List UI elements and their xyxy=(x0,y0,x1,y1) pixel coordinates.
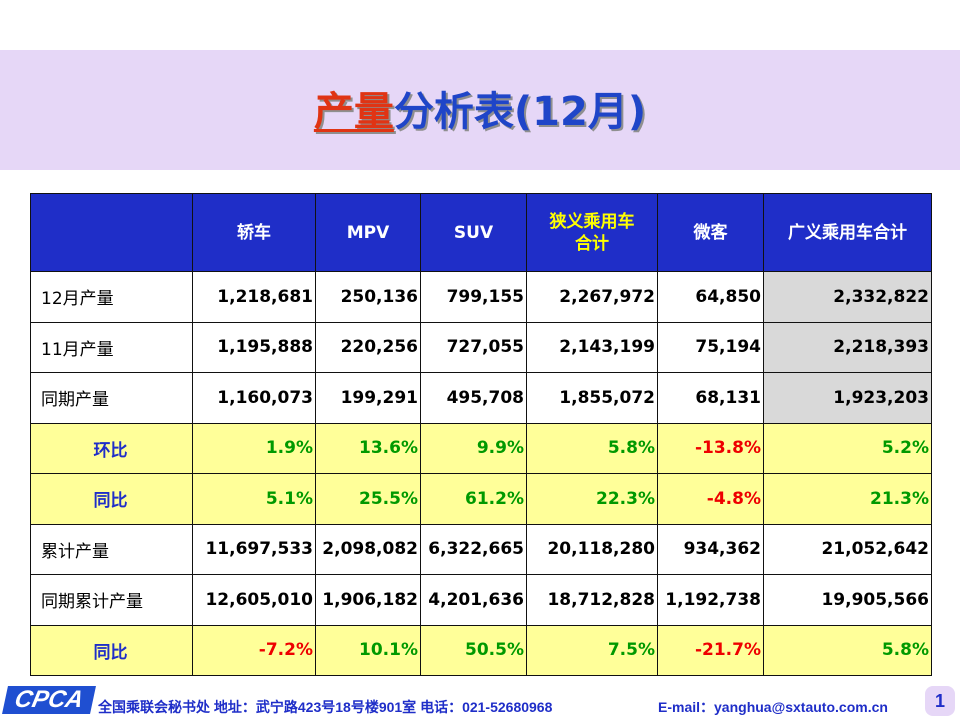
cell-suv: 61.2% xyxy=(420,473,527,525)
cell-suv: 4,201,636 xyxy=(420,574,527,626)
cell-minivan: 75,194 xyxy=(657,321,764,373)
footer-email: E-mail：yanghua@sxtauto.com.cn xyxy=(658,699,888,715)
row-label: 环比 xyxy=(30,422,193,474)
cell-narrow-total: 5.8% xyxy=(526,422,658,474)
production-table: 轿车 MPV SUV 狭义乘用车 合计 微客 广义乘用车合计 12月产量 1,21… xyxy=(30,193,932,676)
cpca-logo: CPCA xyxy=(2,686,96,714)
cell-narrow-total: 2,143,199 xyxy=(526,321,658,373)
table-row: 同比 -7.2% 10.1% 50.5% 7.5% -21.7% 5.8% xyxy=(30,624,932,676)
cell-suv: 727,055 xyxy=(420,321,527,373)
table-row: 累计产量 11,697,533 2,098,082 6,322,665 20,118,2… xyxy=(30,523,932,575)
cell-mpv: 220,256 xyxy=(315,321,421,373)
table-row: 同比 5.1% 25.5% 61.2% 22.3% -4.8% 21.3% xyxy=(30,473,932,525)
cell-narrow-total: 1,855,072 xyxy=(526,372,658,424)
header-row: 轿车 MPV SUV 狭义乘用车 合计 微客 广义乘用车合计 xyxy=(30,193,932,272)
cell-broad-total: 21,052,642 xyxy=(763,523,932,575)
cell-minivan: -21.7% xyxy=(657,624,764,676)
cell-mpv: 25.5% xyxy=(315,473,421,525)
row-label: 12月产量 xyxy=(30,271,193,323)
row-label: 同比 xyxy=(30,624,193,676)
cell-mpv: 1,906,182 xyxy=(315,574,421,626)
title-band xyxy=(0,50,960,170)
cell-minivan: 64,850 xyxy=(657,271,764,323)
header-cell-broad-total: 广义乘用车合计 xyxy=(763,193,932,272)
cell-minivan: -4.8% xyxy=(657,473,764,525)
cell-suv: 9.9% xyxy=(420,422,527,474)
cell-narrow-total: 20,118,280 xyxy=(526,523,658,575)
row-label: 累计产量 xyxy=(30,523,193,575)
cell-sedan: 1,160,073 xyxy=(192,372,316,424)
cell-narrow-total: 2,267,972 xyxy=(526,271,658,323)
cell-mpv: 10.1% xyxy=(315,624,421,676)
row-label: 11月产量 xyxy=(30,321,193,373)
table-row: 11月产量 1,195,888 220,256 727,055 2,143,199 75,… xyxy=(30,321,932,373)
cell-minivan: 934,362 xyxy=(657,523,764,575)
cell-sedan: 5.1% xyxy=(192,473,316,525)
row-label: 同比 xyxy=(30,473,193,525)
cell-broad-total: 5.2% xyxy=(763,422,932,474)
cell-sedan: -7.2% xyxy=(192,624,316,676)
cell-mpv: 2,098,082 xyxy=(315,523,421,575)
row-label: 同期产量 xyxy=(30,372,193,424)
cell-broad-total: 1,923,203 xyxy=(763,372,932,424)
cell-minivan: -13.8% xyxy=(657,422,764,474)
cell-broad-total: 5.8% xyxy=(763,624,932,676)
header-cell-sedan: 轿车 xyxy=(192,193,316,272)
title-rest: 分析表(12月) xyxy=(393,89,647,135)
cell-suv: 495,708 xyxy=(420,372,527,424)
cell-mpv: 250,136 xyxy=(315,271,421,323)
cell-sedan: 1,195,888 xyxy=(192,321,316,373)
cell-sedan: 1,218,681 xyxy=(192,271,316,323)
header-cell-minivan: 微客 xyxy=(657,193,764,272)
table-row: 12月产量 1,218,681 250,136 799,155 2,267,972 64,… xyxy=(30,271,932,323)
cell-narrow-total: 22.3% xyxy=(526,473,658,525)
cell-narrow-total: 18,712,828 xyxy=(526,574,658,626)
cell-mpv: 199,291 xyxy=(315,372,421,424)
row-label: 同期累计产量 xyxy=(30,574,193,626)
header-cell-mpv: MPV xyxy=(315,193,421,272)
cell-suv: 799,155 xyxy=(420,271,527,323)
cell-sedan: 1.9% xyxy=(192,422,316,474)
cell-mpv: 13.6% xyxy=(315,422,421,474)
cell-broad-total: 2,218,393 xyxy=(763,321,932,373)
cell-sedan: 12,605,010 xyxy=(192,574,316,626)
cell-broad-total: 21.3% xyxy=(763,473,932,525)
header-cell-suv: SUV xyxy=(420,193,527,272)
header-cell-blank xyxy=(30,193,193,272)
cell-broad-total: 2,332,822 xyxy=(763,271,932,323)
cell-narrow-total: 7.5% xyxy=(526,624,658,676)
table-row: 同期累计产量 12,605,010 1,906,182 4,201,636 18,712… xyxy=(30,574,932,626)
cell-minivan: 1,192,738 xyxy=(657,574,764,626)
cell-minivan: 68,131 xyxy=(657,372,764,424)
page-number: 1 xyxy=(925,686,955,716)
cell-suv: 6,322,665 xyxy=(420,523,527,575)
cell-broad-total: 19,905,566 xyxy=(763,574,932,626)
table-row: 环比 1.9% 13.6% 9.9% 5.8% -13.8% 5.2% xyxy=(30,422,932,474)
cell-suv: 50.5% xyxy=(420,624,527,676)
slide-title: 产量分析表(12月) xyxy=(0,84,960,140)
title-highlight: 产量 xyxy=(313,89,394,135)
table-row: 同期产量 1,160,073 199,291 495,708 1,855,072 68,1… xyxy=(30,372,932,424)
footer-info: 全国乘联会秘书处 地址：武宁路423号18号楼901室 电话：021-52680… xyxy=(98,699,553,715)
cell-sedan: 11,697,533 xyxy=(192,523,316,575)
header-cell-narrow-total: 狭义乘用车 合计 xyxy=(526,193,658,272)
